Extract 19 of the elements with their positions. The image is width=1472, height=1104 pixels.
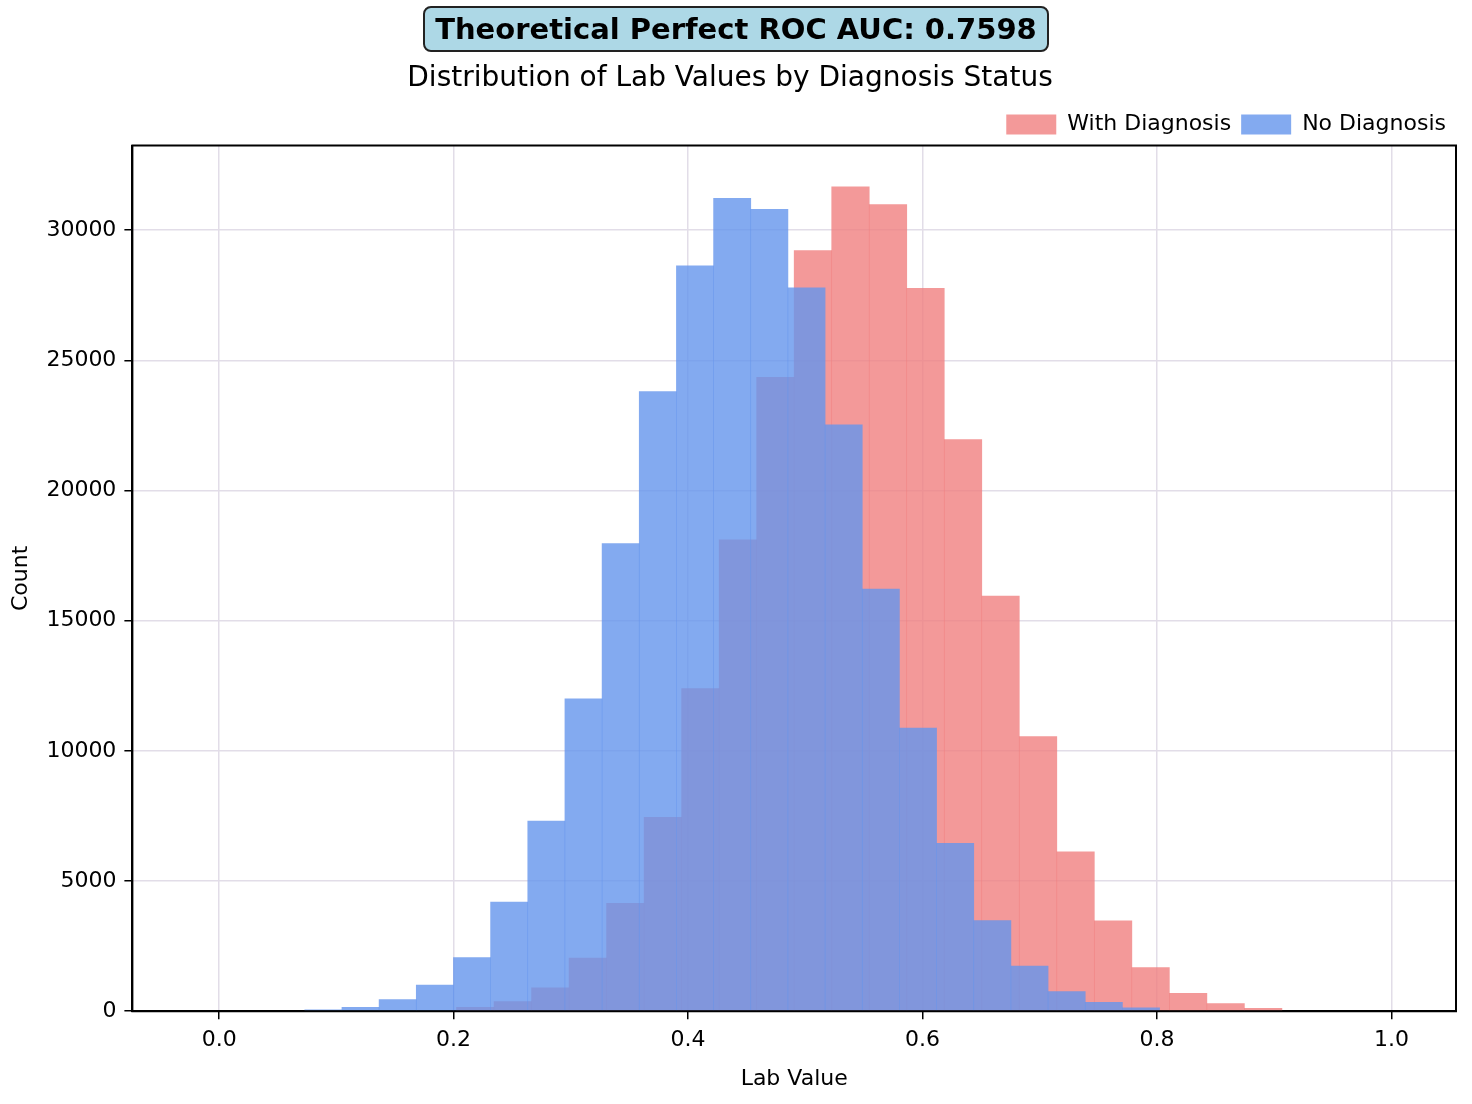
y-tick-label: 20000 bbox=[46, 476, 117, 502]
x-tick-label: 0.0 bbox=[201, 1026, 237, 1052]
y-tick-label: 15000 bbox=[46, 606, 117, 632]
legend-label: With Diagnosis bbox=[1067, 110, 1232, 136]
chart-title: Distribution of Lab Values by Diagnosis Status bbox=[407, 60, 1053, 94]
x-tick-label: 0.8 bbox=[1139, 1026, 1175, 1052]
y-tick-label: 0 bbox=[102, 996, 117, 1022]
x-axis-title: Lab Value bbox=[740, 1064, 848, 1090]
text: Theoretical Perfect ROC AUC: 0.7598 bbox=[423, 6, 1049, 52]
y-axis-title: Count bbox=[6, 545, 32, 612]
y-tick-label: 10000 bbox=[46, 736, 117, 762]
y-tick-label: 25000 bbox=[46, 346, 117, 372]
legend-label: No Diagnosis bbox=[1302, 110, 1447, 136]
y-tick-label: 30000 bbox=[46, 215, 117, 241]
y-tick-label: 5000 bbox=[60, 866, 117, 892]
x-tick-label: 0.6 bbox=[905, 1026, 941, 1052]
x-tick-label: 0.4 bbox=[670, 1026, 706, 1052]
x-tick-label: 0.2 bbox=[436, 1026, 472, 1052]
x-tick-label: 1.0 bbox=[1374, 1026, 1410, 1052]
